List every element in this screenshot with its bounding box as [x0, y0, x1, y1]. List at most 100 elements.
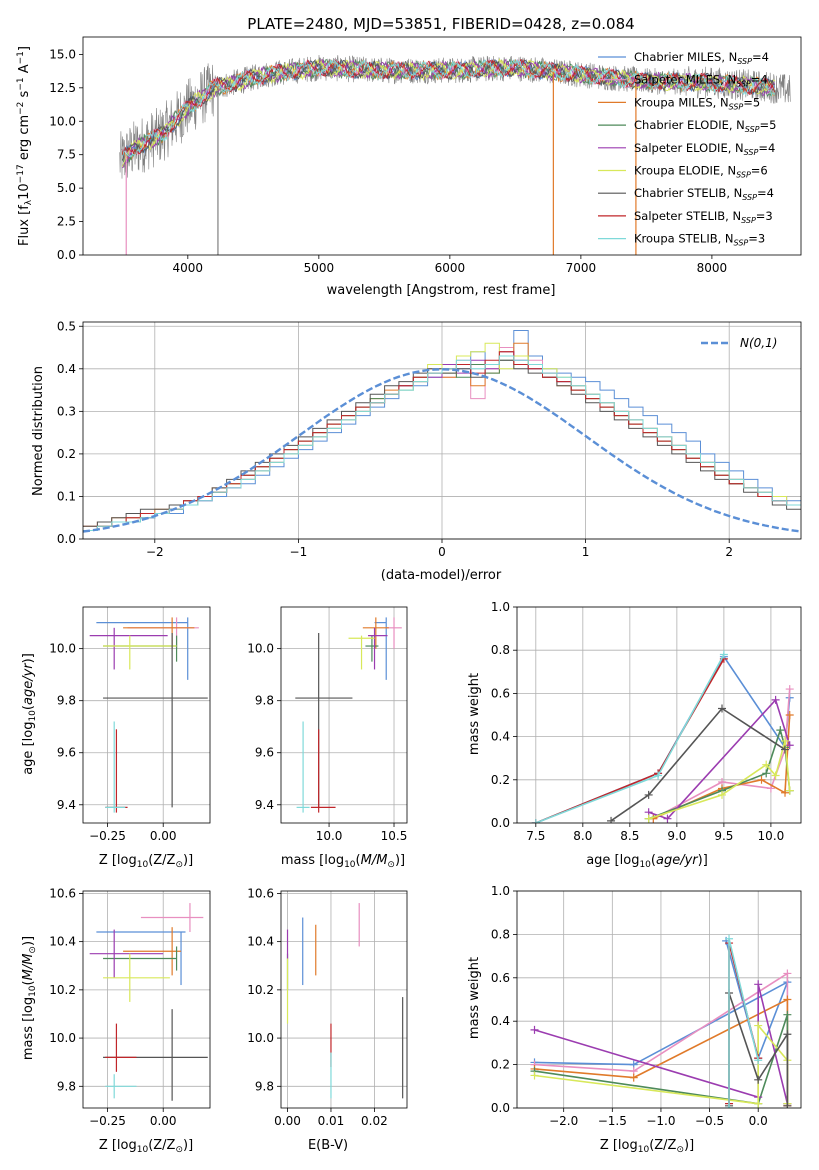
spectrum-ytick-label: 7.5 — [57, 148, 76, 162]
spectrum-xtick-label: 6000 — [435, 261, 466, 275]
weight-marker — [663, 814, 672, 823]
residuals-ylabel: Normed distribution — [31, 366, 46, 496]
agem-xlabel: mass [log10(M/M⊙)] — [281, 853, 405, 870]
errorbar-point — [365, 635, 379, 662]
gaussian-reference-curve — [83, 368, 801, 533]
weight-marker — [781, 736, 790, 745]
errorbar-point — [89, 929, 164, 978]
wz-ytick-label: 0.8 — [491, 927, 510, 941]
weight-line-chabrier-miles — [535, 655, 791, 823]
massebv-ytick-label: 10.4 — [247, 935, 274, 949]
residuals-ytick-label: 0.4 — [57, 362, 76, 376]
weight-marker — [719, 650, 728, 659]
weight-marker — [783, 1030, 792, 1039]
errorbar-point — [348, 635, 375, 670]
wz-ytick-label: 0.6 — [491, 971, 510, 985]
spectrum-ytick-label: 5.0 — [57, 181, 76, 195]
spectrum-title: PLATE=2480, MJD=53851, FIBERID=0428, z=0… — [247, 15, 634, 33]
weight-marker — [781, 745, 790, 754]
weight-vs-age-panel: age [log10(age/yr)] mass weight 7.5 8.0 8.… — [467, 600, 802, 870]
massz-xtick-label: 0.00 — [150, 1114, 177, 1128]
agez-ytick-label: 9.8 — [57, 694, 76, 708]
wz-xtick-label: −1.5 — [598, 1114, 627, 1128]
agem-ytick-label: 9.8 — [255, 694, 274, 708]
weight-marker — [762, 769, 771, 778]
wz-xtick-label: −1.0 — [646, 1114, 675, 1128]
wage-ytick-label: 0.0 — [491, 816, 510, 830]
weight-line-kroupa-miles — [653, 714, 791, 820]
residuals-xtick-label: −2 — [146, 545, 164, 559]
errorbar-point — [105, 1023, 137, 1072]
spectrum-xtick-label: 5000 — [304, 261, 335, 275]
weight-marker — [725, 934, 734, 943]
errorbar-point — [296, 721, 310, 813]
histogram-kroupa-stelib — [83, 355, 801, 531]
legend-entry: Kroupa MILES, NSSP=5 — [634, 95, 760, 111]
wage-xtick-label: 8.5 — [620, 829, 639, 843]
wz-ytick-label: 0.4 — [491, 1014, 510, 1028]
agez-xtick-label: 0.00 — [150, 829, 177, 843]
errorbar-point — [105, 1074, 137, 1099]
weight-marker — [785, 711, 794, 719]
weight-marker — [629, 1073, 638, 1082]
massz-ytick-label: 10.0 — [49, 1031, 76, 1045]
spectrum-xlabel: wavelength [Angstrom, rest frame] — [327, 283, 556, 298]
weight-marker — [754, 1021, 763, 1030]
massz-frame — [82, 890, 211, 1109]
agez-plot-area — [89, 617, 208, 813]
weight-marker — [607, 816, 616, 823]
weight-line-kroupa-stelib — [728, 938, 759, 1108]
massz-plot-area — [89, 903, 208, 1101]
wage-ytick-label: 1.0 — [491, 600, 510, 614]
weight-line-chabrier-elodie — [648, 727, 791, 820]
residuals-xlabel: (data-model)/error — [381, 568, 502, 583]
errorbar-point — [362, 617, 389, 649]
weight-line-salpeter-elodie — [648, 698, 791, 820]
weight-marker — [718, 704, 727, 713]
spectrum-ytick-label: 0.0 — [57, 248, 76, 262]
agez-frame — [82, 606, 211, 824]
massz-ytick-label: 10.6 — [49, 886, 76, 900]
errorbar-point — [103, 633, 208, 808]
age-vs-metallicity-panel: Z [log10(Z/Z⊙)] age [log10(age/yr)] −0.2… — [21, 606, 211, 870]
residual-histogram-panel: (data-model)/error Normed distribution −… — [31, 319, 802, 583]
massebv-ytick-label: 10.2 — [247, 983, 274, 997]
legend-entry: Kroupa ELODIE, NSSP=6 — [634, 164, 768, 180]
errorbar-point — [140, 903, 204, 932]
wz-frame — [516, 890, 802, 1109]
wage-plot-area — [531, 650, 794, 823]
wz-xtick-label: −2.0 — [549, 1114, 578, 1128]
legend-entry: Chabrier ELODIE, NSSP=5 — [634, 118, 776, 134]
mass-vs-metallicity-panel: Z [log10(Z/Z⊙)] mass [log10(M/M⊙)] −0.25… — [21, 886, 211, 1155]
wage-ytick-label: 0.8 — [491, 643, 510, 657]
legend-entry: Kroupa STELIB, NSSP=3 — [634, 232, 765, 248]
residuals-ytick-label: 0.3 — [57, 404, 76, 418]
weight-marker — [754, 1099, 763, 1108]
weight-marker — [781, 788, 790, 797]
weight-marker — [530, 1071, 539, 1080]
wage-xtick-label: 9.5 — [714, 829, 733, 843]
agem-xtick-label: 10.0 — [316, 829, 343, 843]
model-spectrum-kroupa-stelib — [122, 59, 776, 158]
residuals-ytick-label: 0.5 — [57, 319, 76, 333]
errorbar-point — [96, 931, 186, 986]
weight-line-chabrier-stelib — [610, 707, 786, 822]
spectrum-xtick-label: 7000 — [566, 261, 597, 275]
agez-xtick-label: −0.25 — [89, 829, 126, 843]
residuals-frame — [82, 321, 802, 540]
weight-marker — [654, 771, 663, 780]
weight-marker — [754, 1056, 763, 1065]
weight-marker — [725, 1104, 734, 1108]
wage-ytick-label: 0.2 — [491, 773, 510, 787]
weight-marker — [783, 995, 792, 1004]
wz-xtick-label: −0.5 — [695, 1114, 724, 1128]
residuals-xtick-label: 0 — [438, 545, 446, 559]
weight-marker — [771, 771, 780, 780]
agez-ylabel: age [log10(age/yr)] — [21, 653, 38, 775]
model-spectrum-kroupa-elodie — [121, 58, 776, 167]
errorbar-point — [295, 633, 353, 808]
wage-xtick-label: 9.0 — [667, 829, 686, 843]
errorbar-point — [103, 1009, 208, 1101]
wage-xlabel: age [log10(age/yr)] — [586, 853, 708, 870]
wz-xlabel: Z [log10(Z/Z⊙)] — [600, 1138, 694, 1155]
